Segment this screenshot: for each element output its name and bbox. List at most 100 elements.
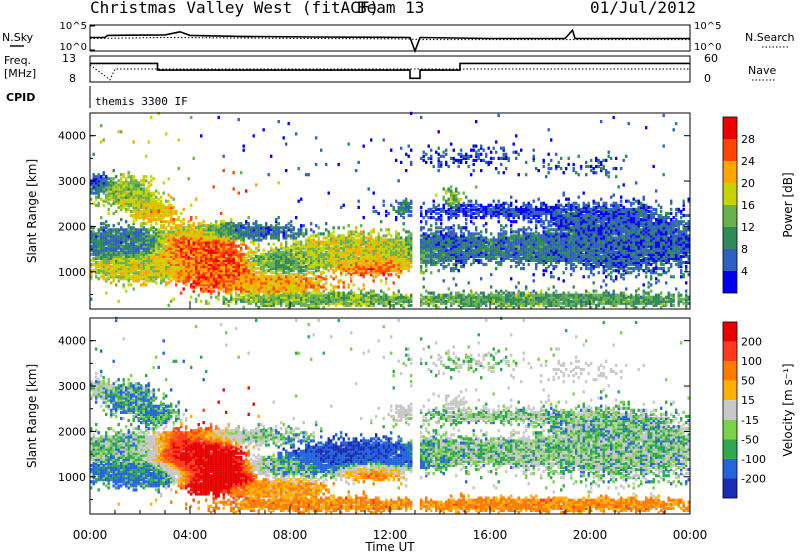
power-cell <box>140 193 143 197</box>
power-cell <box>255 220 258 224</box>
power-cell <box>260 258 263 262</box>
power-cell <box>130 260 133 265</box>
power-cell <box>95 246 98 250</box>
power-cell <box>230 218 233 222</box>
power-cell <box>142 193 145 197</box>
power-cell <box>385 281 388 285</box>
power-cell <box>342 269 345 273</box>
power-cell <box>447 216 450 220</box>
power-cell <box>110 260 113 265</box>
power-cell <box>440 293 443 297</box>
power-cell <box>202 275 205 279</box>
power-cell <box>237 279 240 283</box>
power-cell <box>327 254 330 258</box>
power-cell <box>365 256 368 260</box>
power-cell <box>350 295 353 299</box>
power-cell <box>167 260 170 265</box>
power-cell <box>275 277 278 281</box>
power-cell <box>327 250 330 254</box>
power-cell <box>432 199 435 203</box>
power-cell <box>142 240 145 244</box>
power-cell <box>230 265 233 269</box>
power-cell <box>225 297 228 301</box>
power-cell <box>130 199 133 203</box>
power-cell <box>242 285 245 289</box>
power-cell <box>315 289 318 293</box>
power-cell <box>360 303 363 307</box>
power-cell <box>270 291 273 295</box>
power-cell <box>222 242 225 246</box>
power-cell <box>362 232 365 236</box>
power-cell <box>250 295 253 299</box>
power-cell <box>100 248 103 252</box>
power-cell <box>220 252 223 256</box>
power-cell <box>140 228 143 232</box>
power-cell <box>177 252 180 256</box>
power-cell <box>362 252 365 256</box>
power-cell <box>337 291 340 295</box>
power-cell <box>205 287 208 291</box>
power-cell <box>127 248 130 252</box>
power-cell <box>192 289 195 293</box>
power-cell <box>420 209 423 213</box>
power-cell <box>157 238 160 242</box>
power-cell <box>287 250 290 254</box>
power-cell <box>107 187 110 191</box>
power-cell <box>135 279 138 283</box>
power-cell <box>115 244 118 248</box>
power-cell <box>325 299 328 303</box>
power-cell <box>192 287 195 291</box>
power-cell <box>177 138 180 142</box>
power-cell <box>197 246 200 250</box>
power-cell <box>100 252 103 256</box>
power-cell <box>110 203 113 207</box>
power-cell <box>140 262 143 267</box>
power-cell <box>215 265 218 269</box>
power-cell <box>167 240 170 244</box>
power-cell <box>192 224 195 228</box>
power-cell <box>320 279 323 283</box>
power-cell <box>337 236 340 240</box>
power-cell <box>437 226 440 230</box>
power-cell <box>255 285 258 289</box>
power-cell <box>285 271 288 275</box>
power-cell <box>250 254 253 258</box>
power-cell <box>110 254 113 258</box>
power-cell <box>157 209 160 213</box>
power-cell <box>290 267 293 271</box>
power-cell <box>302 287 305 291</box>
power-cell <box>187 242 190 246</box>
power-cell <box>207 238 210 242</box>
power-cell <box>115 234 118 238</box>
power-cell <box>285 285 288 289</box>
power-cell <box>272 299 275 303</box>
power-cell <box>265 281 268 285</box>
power-cell <box>105 183 108 187</box>
power-cell <box>160 205 163 209</box>
power-cell <box>92 173 95 177</box>
power-cell <box>167 273 170 277</box>
power-cell <box>232 265 235 269</box>
power-cell <box>235 301 238 305</box>
power-cell <box>172 220 175 224</box>
power-cell <box>142 189 145 193</box>
power-cell <box>165 271 168 275</box>
power-cell <box>105 254 108 258</box>
power-cell <box>165 132 168 136</box>
power-cell <box>112 262 115 267</box>
power-cell <box>242 305 245 309</box>
power-cell <box>357 303 360 307</box>
power-cell <box>170 267 173 271</box>
power-cell <box>192 273 195 277</box>
power-cell <box>165 283 168 287</box>
power-cell <box>120 218 123 222</box>
power-cell <box>140 238 143 242</box>
power-cell <box>300 244 303 248</box>
power-cell <box>317 244 320 248</box>
power-cell <box>340 250 343 254</box>
power-cell <box>117 205 120 209</box>
power-cell <box>332 262 335 267</box>
power-cell <box>305 293 308 297</box>
power-cell <box>202 254 205 258</box>
power-cell <box>230 232 233 236</box>
